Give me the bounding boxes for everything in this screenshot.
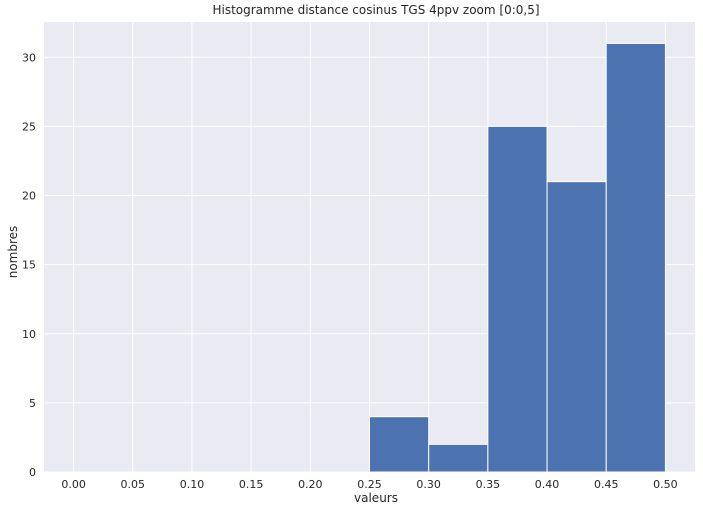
- y-tick-labels: 0 5 10 15 20 25 30: [22, 51, 36, 479]
- x-tick-label: 0.40: [535, 478, 560, 491]
- x-tick-label: 0.20: [298, 478, 323, 491]
- x-tick-label: 0.35: [476, 478, 501, 491]
- y-tick-label: 30: [22, 51, 36, 64]
- histogram-bar: [428, 443, 489, 473]
- x-tick-label: 0.50: [653, 478, 678, 491]
- x-tick-labels: 0.00 0.05 0.10 0.15 0.20 0.25 0.30 0.35 0.40 0.45…: [61, 478, 677, 491]
- histogram-bars: [369, 42, 666, 473]
- histogram-bar: [546, 181, 607, 473]
- y-axis-label: nombres: [6, 226, 20, 279]
- chart-title: Histogramme distance cosinus TGS 4ppv zo…: [212, 3, 539, 17]
- histogram-bar: [487, 125, 548, 473]
- y-tick-label: 20: [22, 190, 36, 203]
- x-tick-label: 0.10: [180, 478, 205, 491]
- y-tick-label: 10: [22, 328, 36, 341]
- histogram-bar: [605, 42, 666, 473]
- x-tick-label: 0.15: [239, 478, 264, 491]
- x-tick-label: 0.30: [416, 478, 441, 491]
- x-tick-label: 0.25: [357, 478, 382, 491]
- y-tick-label: 5: [29, 397, 36, 410]
- x-axis-label: valeurs: [354, 491, 398, 505]
- x-tick-label: 0.00: [61, 478, 86, 491]
- x-tick-label: 0.05: [121, 478, 146, 491]
- y-tick-label: 0: [29, 466, 36, 479]
- y-tick-label: 15: [22, 259, 36, 272]
- histogram-bar: [369, 416, 430, 473]
- y-tick-label: 25: [22, 120, 36, 133]
- x-tick-label: 0.45: [594, 478, 619, 491]
